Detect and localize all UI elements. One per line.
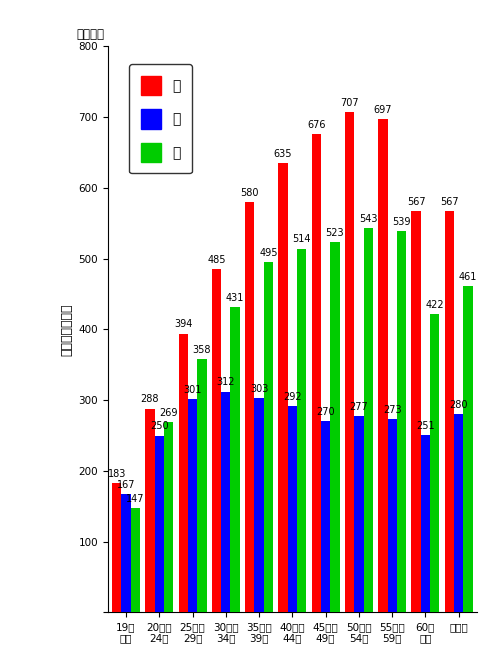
Text: 312: 312 xyxy=(216,378,235,388)
Text: 543: 543 xyxy=(359,214,377,224)
Bar xyxy=(154,436,164,613)
Text: 301: 301 xyxy=(184,385,202,395)
Text: 167: 167 xyxy=(117,480,135,490)
Bar xyxy=(397,231,406,613)
Bar xyxy=(321,421,330,613)
Bar xyxy=(254,398,264,613)
Bar xyxy=(230,307,240,613)
Legend: 男, 女, 計: 男, 女, 計 xyxy=(129,64,192,174)
Text: 平　均　給　与: 平 均 給 与 xyxy=(61,303,74,355)
Bar xyxy=(354,417,364,613)
Text: 697: 697 xyxy=(373,105,392,115)
Text: 292: 292 xyxy=(283,392,302,401)
Bar xyxy=(454,415,463,613)
Text: 422: 422 xyxy=(426,299,444,309)
Text: 273: 273 xyxy=(383,405,401,415)
Bar xyxy=(445,211,454,613)
Text: 514: 514 xyxy=(292,234,311,244)
Text: 288: 288 xyxy=(141,394,159,405)
Bar xyxy=(179,334,188,613)
Bar xyxy=(378,119,388,613)
Bar xyxy=(278,163,288,613)
Text: 303: 303 xyxy=(250,384,268,393)
Bar xyxy=(245,202,254,613)
Text: 567: 567 xyxy=(440,197,459,207)
Bar xyxy=(188,399,197,613)
Bar xyxy=(221,392,230,613)
Bar xyxy=(145,409,154,613)
Bar xyxy=(364,228,373,613)
Text: 394: 394 xyxy=(174,319,192,330)
Bar xyxy=(345,112,354,613)
Text: 147: 147 xyxy=(126,494,145,504)
Text: 461: 461 xyxy=(459,272,477,282)
Bar xyxy=(411,211,421,613)
Bar xyxy=(164,422,173,613)
Bar xyxy=(112,483,122,613)
Bar xyxy=(430,314,439,613)
Text: 539: 539 xyxy=(392,216,411,227)
Bar xyxy=(421,435,430,613)
Text: 270: 270 xyxy=(316,407,335,417)
Text: 523: 523 xyxy=(326,228,344,238)
Text: 676: 676 xyxy=(307,120,326,130)
Bar xyxy=(297,249,307,613)
Bar xyxy=(212,269,221,613)
Text: 183: 183 xyxy=(108,468,126,479)
Bar xyxy=(264,262,273,613)
Bar xyxy=(330,242,339,613)
Text: 358: 358 xyxy=(193,345,211,355)
Text: 495: 495 xyxy=(259,248,277,258)
Text: 277: 277 xyxy=(349,402,369,412)
Bar xyxy=(131,509,140,613)
Bar xyxy=(311,134,321,613)
Text: 280: 280 xyxy=(450,400,468,410)
Text: 269: 269 xyxy=(159,408,178,418)
Text: 707: 707 xyxy=(340,98,359,108)
Text: 251: 251 xyxy=(416,420,435,430)
Bar xyxy=(197,359,207,613)
Text: 485: 485 xyxy=(207,255,226,265)
Text: 580: 580 xyxy=(241,188,259,197)
Text: （万円）: （万円） xyxy=(76,28,104,41)
Text: 431: 431 xyxy=(226,293,245,303)
Text: 635: 635 xyxy=(274,149,292,159)
Text: 250: 250 xyxy=(150,421,169,431)
Bar xyxy=(122,494,131,613)
Bar xyxy=(288,406,297,613)
Bar xyxy=(463,286,473,613)
Bar xyxy=(388,419,397,613)
Text: 567: 567 xyxy=(407,197,426,207)
